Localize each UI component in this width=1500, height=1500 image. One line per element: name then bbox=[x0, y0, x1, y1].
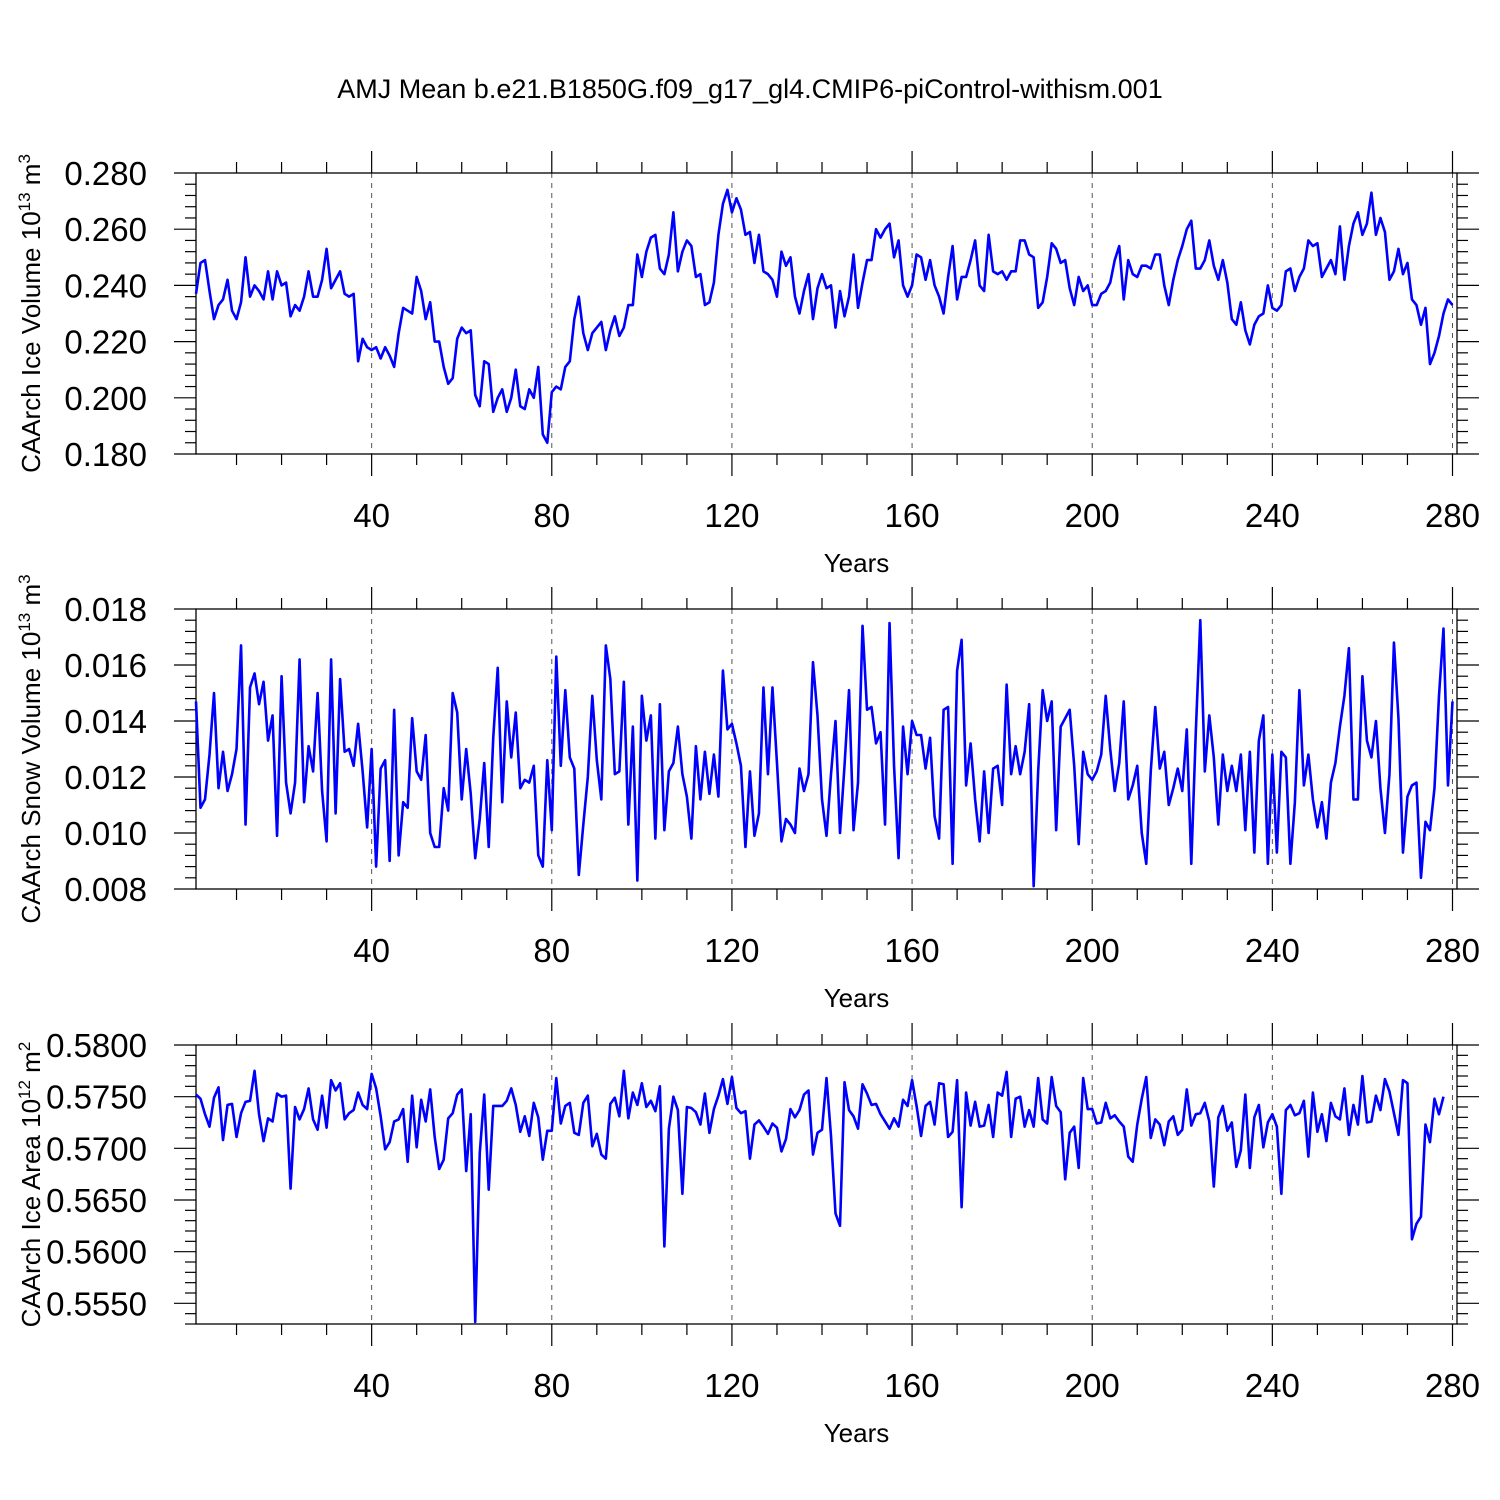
x-tick-label: 80 bbox=[533, 932, 570, 969]
x-tick-label: 160 bbox=[885, 1367, 940, 1404]
y-tick-label: 0.5650 bbox=[46, 1182, 147, 1219]
x-tick-label: 240 bbox=[1245, 1367, 1300, 1404]
y-tick-label: 0.5800 bbox=[46, 1027, 147, 1064]
x-tick-label: 40 bbox=[353, 497, 390, 534]
y-tick-label: 0.5700 bbox=[46, 1130, 147, 1167]
y-tick-label: 0.240 bbox=[64, 267, 147, 304]
chart-panel-2: 40 80 120 160 200 240 280 0.018 0.016 0.014 0.012 0… bbox=[15, 574, 1480, 1013]
y-tick-label: 0.010 bbox=[64, 815, 147, 852]
x-tick-label: 200 bbox=[1065, 497, 1120, 534]
y-axis-title-part: CAArch Ice Volume 10 bbox=[16, 211, 46, 473]
chart-panel-1: 40 80 120 160 200 240 280 0.280 0.260 0.240 0.220 0… bbox=[15, 151, 1480, 578]
x-axis-title: Years bbox=[824, 1418, 890, 1448]
series-line bbox=[195, 1069, 1445, 1324]
x-tick-label: 240 bbox=[1245, 497, 1300, 534]
y-axis-title-exponent: 3 bbox=[15, 154, 34, 163]
x-tick-label: 240 bbox=[1245, 932, 1300, 969]
y-tick-label: 0.180 bbox=[64, 436, 147, 473]
series-line bbox=[194, 618, 1454, 888]
y-tick-label: 0.5600 bbox=[46, 1234, 147, 1271]
y-axis-title: CAArch Ice Area 1012 m2 bbox=[15, 1042, 46, 1328]
y-tick-label: 0.014 bbox=[64, 703, 147, 740]
y-tick-label: 0.260 bbox=[64, 211, 147, 248]
y-axis-title-part: CAArch Ice Area 10 bbox=[16, 1099, 46, 1327]
x-axis-title: Years bbox=[824, 548, 890, 578]
y-tick-label: 0.008 bbox=[64, 871, 147, 908]
y-axis-title-exponent: 2 bbox=[15, 1042, 34, 1051]
chart-panel-3: 40 80 120 160 200 240 280 0.5800 0.5750 0.5700 0.5… bbox=[15, 1023, 1480, 1448]
x-tick-label: 120 bbox=[704, 497, 759, 534]
x-tick-label: 200 bbox=[1065, 1367, 1120, 1404]
y-axis-title-exponent: 3 bbox=[15, 574, 34, 583]
x-tick-label: 200 bbox=[1065, 932, 1120, 969]
y-axis-title-exponent: 13 bbox=[15, 613, 34, 632]
y-tick-label: 0.5550 bbox=[46, 1285, 147, 1322]
chart-title: AMJ Mean b.e21.B1850G.f09_g17_gl4.CMIP6-… bbox=[337, 74, 1163, 104]
plot-frame bbox=[195, 608, 1458, 890]
y-axis-title-part: m bbox=[16, 584, 46, 613]
y-axis-title-part: m bbox=[16, 164, 46, 193]
y-tick-label: 0.016 bbox=[64, 647, 147, 684]
x-tick-label: 40 bbox=[353, 932, 390, 969]
y-tick-label: 0.200 bbox=[64, 380, 147, 417]
x-tick-label: 280 bbox=[1425, 1367, 1480, 1404]
x-tick-label: 120 bbox=[704, 932, 759, 969]
x-tick-label: 40 bbox=[353, 1367, 390, 1404]
y-axis-title-part: m bbox=[16, 1051, 46, 1080]
y-tick-label: 0.280 bbox=[64, 155, 147, 192]
y-tick-label: 0.012 bbox=[64, 759, 147, 796]
x-tick-label: 80 bbox=[533, 1367, 570, 1404]
x-tick-label: 80 bbox=[533, 497, 570, 534]
x-tick-label: 160 bbox=[885, 932, 940, 969]
x-tick-label: 280 bbox=[1425, 932, 1480, 969]
y-tick-label: 0.018 bbox=[64, 591, 147, 628]
x-tick-label: 280 bbox=[1425, 497, 1480, 534]
x-tick-label: 120 bbox=[704, 1367, 759, 1404]
y-axis-title: CAArch Ice Volume 1013 m3 bbox=[15, 154, 46, 473]
y-axis-title: CAArch Snow Volume 1013 m3 bbox=[15, 574, 46, 923]
y-axis-title-part: CAArch Snow Volume 10 bbox=[16, 632, 46, 924]
plot-frame bbox=[195, 1044, 1458, 1325]
y-tick-label: 0.5750 bbox=[46, 1079, 147, 1116]
plot-frame bbox=[195, 172, 1458, 455]
y-tick-label: 0.220 bbox=[64, 324, 147, 361]
y-axis-title-exponent: 13 bbox=[15, 192, 34, 211]
x-axis-title: Years bbox=[824, 983, 890, 1013]
series-line bbox=[194, 188, 1454, 445]
y-axis-title-exponent: 12 bbox=[15, 1080, 34, 1099]
x-tick-label: 160 bbox=[885, 497, 940, 534]
